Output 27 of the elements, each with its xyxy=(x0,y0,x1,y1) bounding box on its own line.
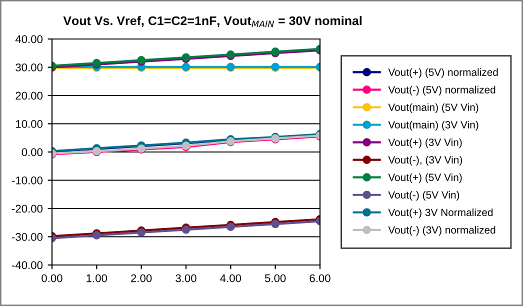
y-tick-label: 40.00 xyxy=(15,35,43,44)
legend-label: Vout(+) (5V) normalized xyxy=(388,68,498,78)
legend-label: Vout(+) (3V Vin) xyxy=(388,138,462,148)
legend-label: Vout(-) (5V Vin) xyxy=(388,190,460,201)
y-tick-label: -40.00 xyxy=(12,261,43,270)
chart-title: Vout Vs. Vref, C1=C2=1nF, Vout$_{MAIN}$ = 30V nominal xyxy=(63,16,362,28)
x-tick-label: 1.00 xyxy=(86,274,108,282)
x-tick-label: 6.00 xyxy=(310,274,330,282)
legend-label: Vout(main) (5V Vin) xyxy=(388,103,478,114)
legend-label: Vout(+) 3V Normalized xyxy=(388,208,493,218)
x-tick-label: 2.00 xyxy=(131,274,152,282)
legend-label: Vout(-) (5V) normalized xyxy=(388,86,496,96)
legend-label: Vout(-) (3V) normalized xyxy=(388,226,496,236)
legend-label: Vout(+) (5V Vin) xyxy=(388,173,462,184)
y-tick-label: -30.00 xyxy=(12,233,43,241)
x-tick-label: 3.00 xyxy=(176,274,196,282)
x-tick-label: 4.00 xyxy=(220,274,242,282)
y-tick-label: 0.00 xyxy=(22,148,43,156)
y-tick-label: 20.00 xyxy=(16,92,43,100)
legend-label: Vout(-), (3V Vin) xyxy=(388,156,462,166)
y-tick-label: 30.00 xyxy=(16,64,43,72)
y-tick-label: -10.00 xyxy=(12,176,43,184)
y-tick-label: -20.00 xyxy=(12,204,43,213)
legend-label: Vout(main) (3V Vin) xyxy=(388,120,478,131)
x-tick-label: 0.00 xyxy=(42,274,62,282)
y-tick-label: 10.00 xyxy=(16,120,43,128)
x-tick-label: 5.00 xyxy=(264,274,286,282)
